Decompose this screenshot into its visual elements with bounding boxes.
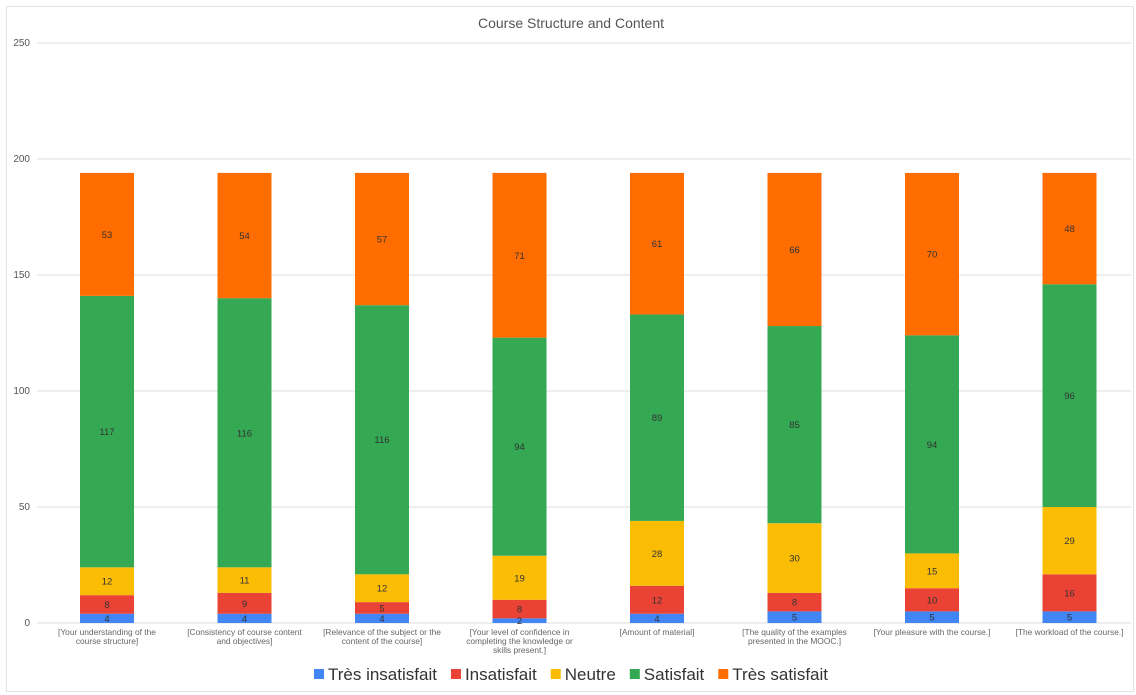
data-label: 5 xyxy=(1067,613,1072,624)
x-tick-label: presented in the MOOC.] xyxy=(748,636,841,646)
data-label: 11 xyxy=(240,576,250,587)
x-tick-label: skills present.] xyxy=(493,645,546,655)
y-tick-label: 200 xyxy=(13,154,30,165)
legend-item: Neutre xyxy=(551,665,616,684)
chart-title: Course Structure and Content xyxy=(478,15,664,31)
data-label: 15 xyxy=(927,566,938,577)
legend-label: Très insatisfait xyxy=(328,665,437,684)
legend-label: Insatisfait xyxy=(465,665,537,684)
data-label: 89 xyxy=(652,413,663,424)
data-label: 12 xyxy=(102,577,113,588)
data-label: 4 xyxy=(242,614,247,625)
data-label: 10 xyxy=(927,595,938,606)
data-label: 57 xyxy=(377,235,388,246)
data-label: 85 xyxy=(789,420,800,431)
data-label: 117 xyxy=(99,427,114,438)
legend-swatch xyxy=(630,669,640,679)
data-label: 5 xyxy=(792,613,797,624)
data-label: 116 xyxy=(237,428,252,439)
x-tick-label: [Your pleasure with the course.] xyxy=(873,627,990,637)
data-label: 4 xyxy=(654,614,659,625)
data-label: 53 xyxy=(102,230,113,241)
data-label: 9 xyxy=(242,599,247,610)
data-label: 61 xyxy=(652,239,663,250)
y-tick-label: 50 xyxy=(19,502,31,513)
legend-swatch xyxy=(314,669,324,679)
data-label: 29 xyxy=(1064,536,1075,547)
stacked-bar-chart: Course Structure and Content 0 50 100 150 20… xyxy=(7,7,1135,693)
x-tick-label: content of the course] xyxy=(342,636,423,646)
data-label: 116 xyxy=(374,435,389,446)
data-label: 16 xyxy=(1064,588,1075,599)
data-label: 48 xyxy=(1064,224,1075,235)
legend-swatch xyxy=(451,669,461,679)
legend: Très insatisfait Insatisfait Neutre Satisfa… xyxy=(314,665,828,684)
data-label: 94 xyxy=(514,442,525,453)
bars xyxy=(80,173,1097,623)
data-label: 94 xyxy=(927,440,938,451)
data-label: 4 xyxy=(104,614,109,625)
x-tick-label: course structure] xyxy=(76,636,138,646)
data-label: 12 xyxy=(652,595,663,606)
chart-container: Course Structure and Content 0 50 100 150 20… xyxy=(6,6,1134,692)
data-label: 70 xyxy=(927,250,938,261)
y-tick-label: 0 xyxy=(24,618,30,629)
data-label: 5 xyxy=(379,603,384,614)
data-label: 28 xyxy=(652,549,663,560)
data-label: 8 xyxy=(517,605,522,616)
legend-swatch xyxy=(551,669,561,679)
x-tick-label: and objectives] xyxy=(217,636,273,646)
data-label: 66 xyxy=(789,245,800,256)
data-label: 12 xyxy=(377,584,388,595)
legend-item: Très satisfait xyxy=(718,665,828,684)
legend-item: Insatisfait xyxy=(451,665,537,684)
legend-label: Neutre xyxy=(565,665,616,684)
data-label: 5 xyxy=(929,613,934,624)
legend-item: Satisfait xyxy=(630,665,705,684)
y-tick-label: 250 xyxy=(13,38,30,49)
legend-label: Très satisfait xyxy=(732,665,828,684)
data-label: 8 xyxy=(104,600,109,611)
data-label: 54 xyxy=(239,231,250,242)
data-label: 2 xyxy=(517,616,522,627)
x-tick-label: [The workload of the course.] xyxy=(1016,627,1124,637)
gridlines: 0 50 100 150 200 250 xyxy=(13,38,1131,629)
data-label: 8 xyxy=(792,598,797,609)
legend-label: Satisfait xyxy=(644,665,705,684)
y-tick-label: 150 xyxy=(13,270,30,281)
legend-swatch xyxy=(718,669,728,679)
y-tick-label: 100 xyxy=(13,386,30,397)
data-label: 96 xyxy=(1064,391,1075,402)
data-label: 4 xyxy=(379,614,384,625)
data-label: 71 xyxy=(514,251,525,262)
x-tick-label: [Amount of material] xyxy=(620,627,695,637)
data-label: 30 xyxy=(789,554,800,565)
legend-item: Très insatisfait xyxy=(314,665,437,684)
data-label: 19 xyxy=(514,573,525,584)
